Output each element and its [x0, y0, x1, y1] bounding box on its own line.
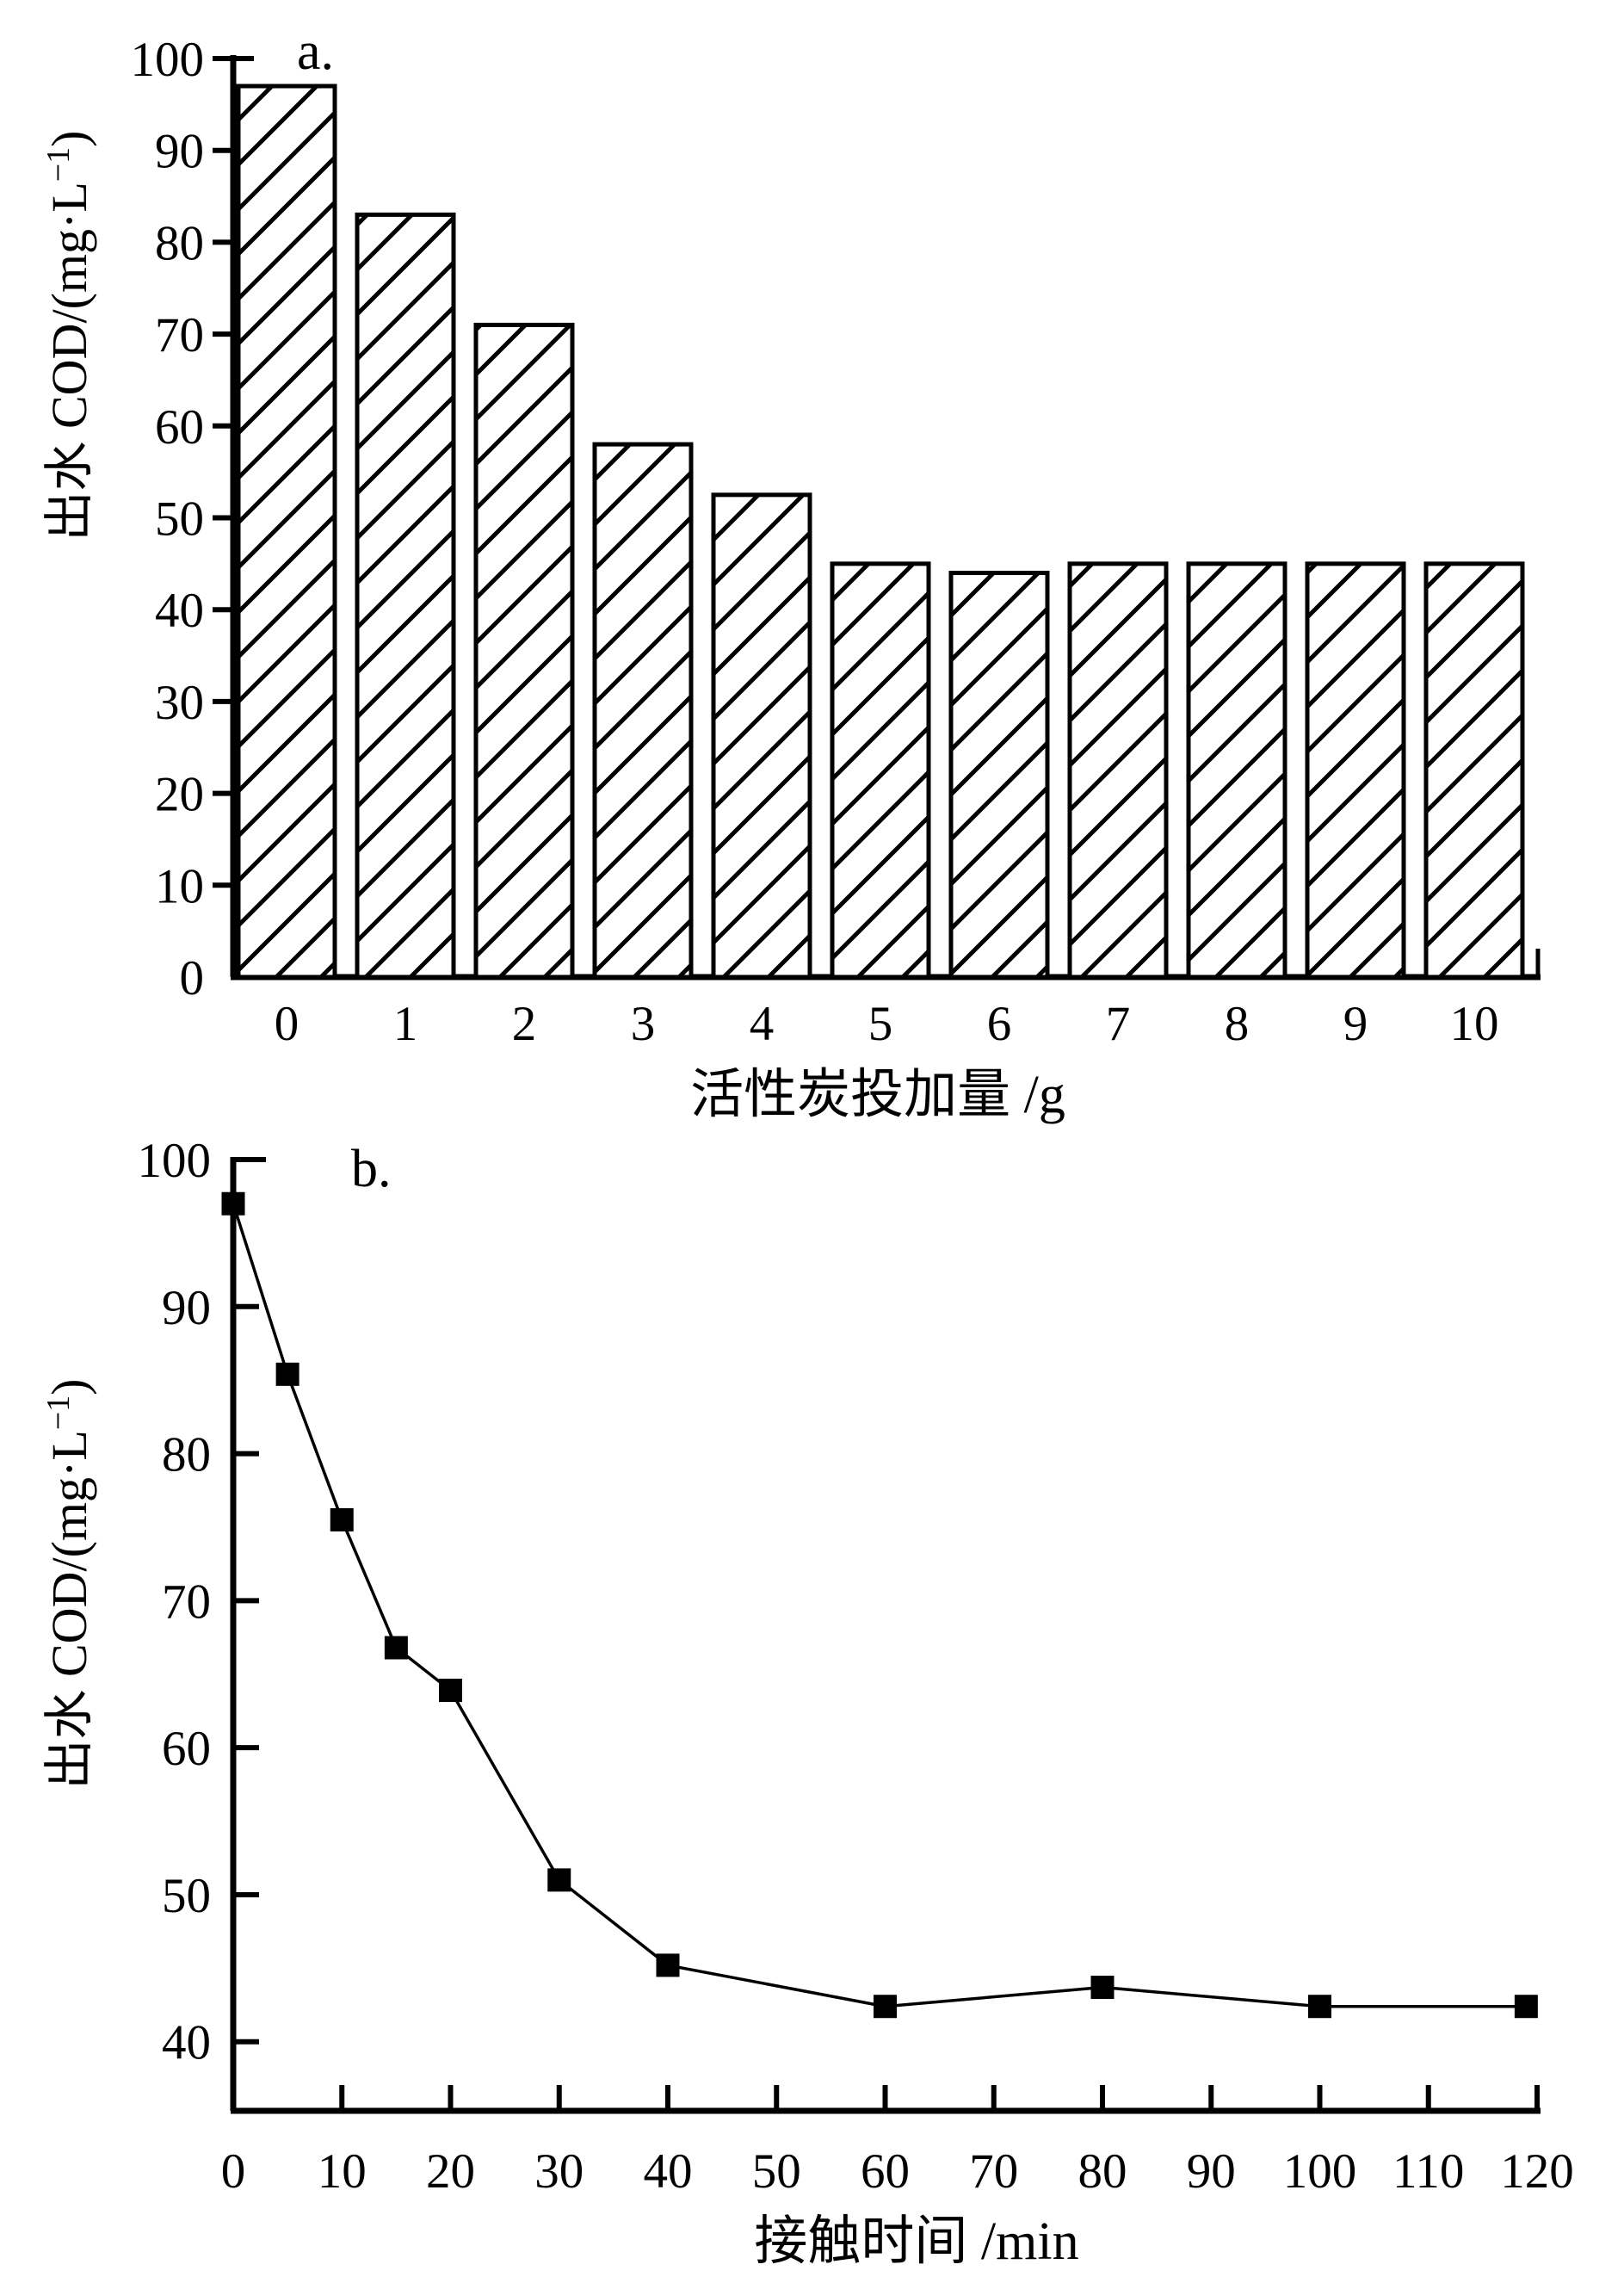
data-point: [547, 1868, 571, 1892]
data-point: [1514, 1995, 1538, 2019]
x-tick-label: 10: [318, 2144, 367, 2199]
x-tick-label: 40: [644, 2144, 693, 2199]
panel-b-line-chart: 40 50 60 70 80 90 100 0 10 20 30 40 50 60 70 80 90 100 110…: [40, 1134, 1574, 2271]
x-tick-label: 120: [1500, 2144, 1574, 2199]
data-point: [1090, 1976, 1115, 2000]
y-tick-label: 80: [162, 1428, 211, 1482]
x-tick-label: 0: [221, 2144, 246, 2199]
y-tick-label: 70: [155, 308, 204, 362]
data-line: [232, 1203, 1527, 2008]
x-tick-label: 90: [1187, 2144, 1236, 2199]
x-tick-label: 7: [1106, 997, 1131, 1051]
bar: [355, 212, 456, 980]
y-tick-label: 100: [138, 1134, 212, 1188]
y-tick-label: 80: [155, 216, 204, 270]
y-tick-label: 100: [131, 33, 205, 87]
bar: [830, 561, 931, 980]
x-tick-label: 100: [1283, 2144, 1357, 2199]
y-tick-label: 50: [162, 1869, 211, 1923]
x-tick-label: 1: [393, 997, 418, 1051]
y-tick-label: 60: [162, 1722, 211, 1776]
y-tick-label: 90: [155, 125, 204, 179]
x-tick-label: 110: [1392, 2144, 1464, 2199]
y-tick-label: 30: [155, 676, 204, 730]
x-tick-label: 10: [1450, 997, 1499, 1051]
x-tick-label: 5: [868, 997, 893, 1051]
y-tick-label: 50: [155, 492, 204, 547]
x-tick-label: 4: [750, 997, 775, 1051]
bar: [236, 84, 337, 980]
panel-label: a.: [297, 22, 334, 81]
bar: [1423, 561, 1525, 980]
bar: [1186, 561, 1287, 980]
data-point: [275, 1362, 299, 1386]
x-tick-label: 2: [512, 997, 537, 1051]
y-tick-label: 40: [155, 584, 204, 638]
bar: [1067, 561, 1169, 980]
y-tick-label: 90: [162, 1281, 211, 1335]
y-tick-label: 0: [180, 951, 205, 1005]
data-point: [221, 1191, 245, 1216]
y-tick-label: 60: [155, 400, 204, 455]
x-tick-label: 70: [969, 2144, 1018, 2199]
panel-label: b.: [351, 1140, 392, 1198]
panel-a-bar-chart: 0 10 20 30 40 50 60 70 80 90 100 0 1 2 3 4 5 6 7 8 9 10 活性炭投加量…: [40, 22, 1541, 1124]
x-tick-label: 30: [534, 2144, 584, 2199]
y-tick-label: 10: [155, 859, 204, 913]
data-point: [384, 1636, 408, 1660]
data-point: [439, 1679, 462, 1703]
x-tick-label: 80: [1078, 2144, 1127, 2199]
x-tick-label: 3: [631, 997, 656, 1051]
y-tick-label: 40: [162, 2016, 211, 2070]
x-tick-label: 6: [987, 997, 1012, 1051]
x-tick-label: 60: [861, 2144, 910, 2199]
x-tick-label: 50: [752, 2144, 801, 2199]
bar: [948, 571, 1050, 980]
bar: [1305, 561, 1406, 980]
x-axis-title: 接触时间 /min: [754, 2212, 1078, 2271]
bar: [592, 442, 694, 980]
x-tick-label: 9: [1343, 997, 1368, 1051]
x-tick-label: 0: [275, 997, 299, 1051]
data-point: [656, 1953, 680, 1977]
data-point: [330, 1507, 354, 1531]
y-tick-label: 20: [155, 768, 204, 822]
y-axis-title: 出水 COD/(mg·L−1): [40, 1378, 97, 1789]
y-axis-title: 出水 COD/(mg·L−1): [40, 130, 97, 541]
data-point: [874, 1995, 897, 2019]
x-tick-label: 8: [1225, 997, 1250, 1051]
y-tick-label: 70: [162, 1575, 211, 1629]
data-point: [1308, 1995, 1331, 2019]
x-axis-title: 活性炭投加量 /g: [690, 1066, 1065, 1124]
bar: [473, 322, 575, 980]
bar: [711, 492, 812, 980]
x-tick-label: 20: [426, 2144, 475, 2199]
